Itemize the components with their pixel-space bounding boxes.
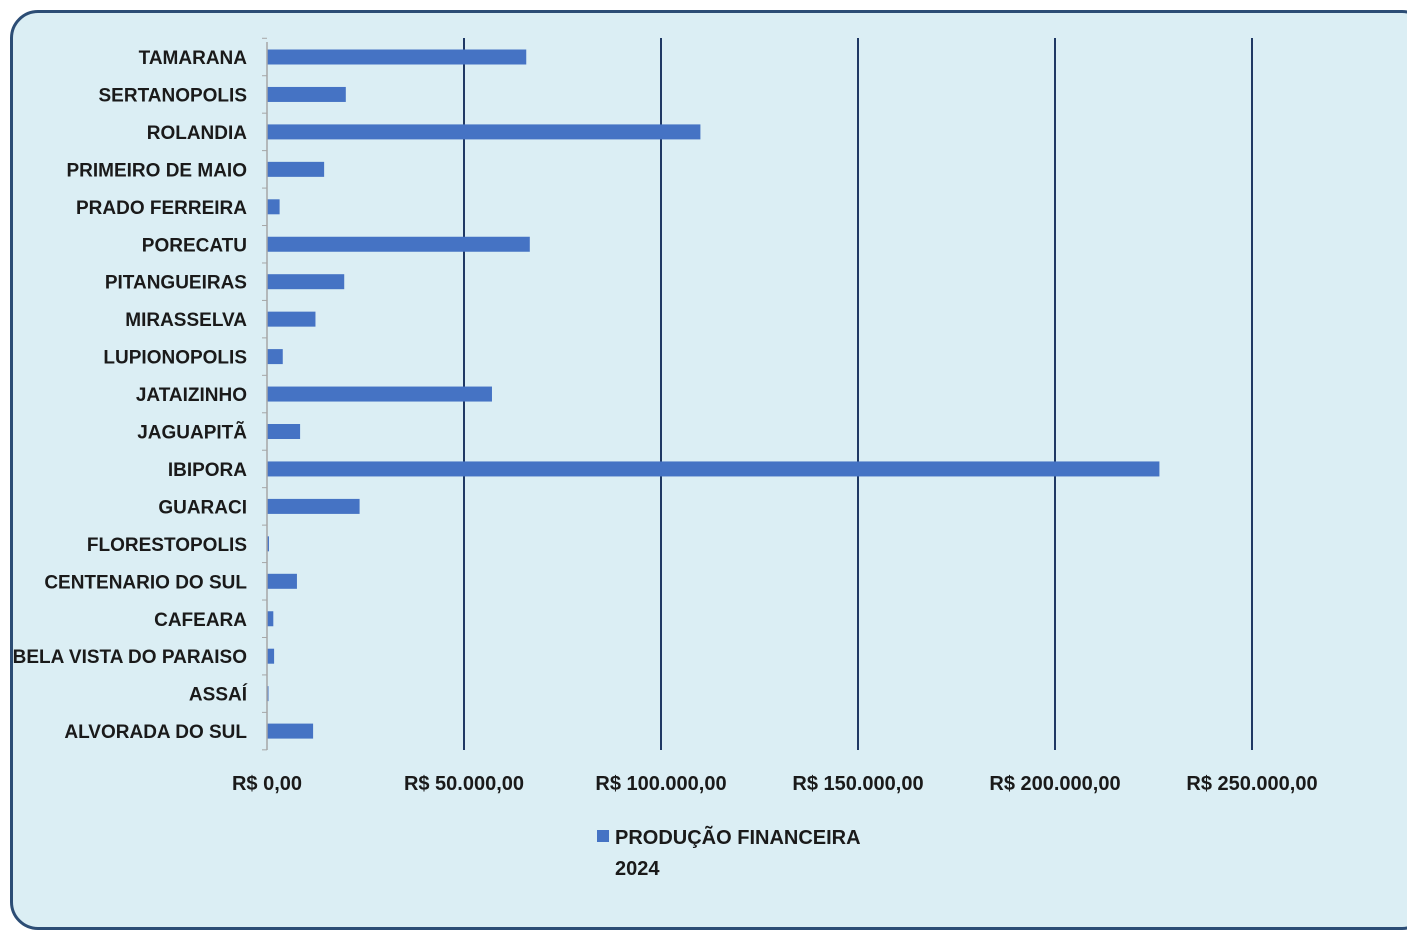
bar-7 bbox=[267, 311, 316, 327]
category-label-10: JAGUAPITÃ bbox=[137, 422, 247, 444]
bar-3 bbox=[267, 161, 325, 177]
bar-10 bbox=[267, 424, 301, 439]
x-tick-label-5: R$ 250.000,00 bbox=[1186, 773, 1317, 795]
category-label-15: CAFEARA bbox=[154, 610, 247, 631]
bar-18 bbox=[267, 723, 314, 739]
category-label-8: LUPIONOPOLIS bbox=[103, 348, 247, 369]
category-label-17: ASSAÍ bbox=[189, 684, 248, 706]
category-label-6: PITANGUEIRAS bbox=[105, 273, 247, 294]
legend: PRODUÇÃO FINANCEIRA 2024 bbox=[597, 826, 861, 880]
category-label-14: CENTENARIO DO SUL bbox=[44, 572, 247, 593]
gridlines bbox=[463, 38, 1253, 750]
bar-1 bbox=[267, 86, 346, 102]
axes bbox=[262, 37, 268, 751]
x-tick-label-2: R$ 100.000,00 bbox=[595, 773, 726, 795]
bar-9 bbox=[267, 386, 492, 402]
x-tick-labels: R$ 0,00 R$ 50.000,00 R$ 100.000,00 R$ 150.0… bbox=[232, 773, 1318, 795]
category-label-7: MIRASSELVA bbox=[125, 310, 247, 331]
category-label-12: GUARACI bbox=[158, 497, 247, 518]
category-label-5: PORECATU bbox=[142, 235, 247, 256]
bars bbox=[267, 49, 1160, 739]
category-labels: TAMARANA SERTANOPOLIS ROLANDIA PRIMEIRO DE … bbox=[13, 48, 248, 743]
bar-4 bbox=[267, 199, 280, 215]
bar-15 bbox=[267, 611, 274, 627]
category-label-0: TAMARANA bbox=[139, 48, 248, 69]
bar-8 bbox=[267, 349, 283, 365]
bar-14 bbox=[267, 573, 297, 589]
legend-swatch bbox=[597, 830, 609, 842]
category-label-3: PRIMEIRO DE MAIO bbox=[66, 160, 247, 181]
bar-16 bbox=[267, 648, 275, 664]
bar-11 bbox=[267, 461, 1160, 477]
bar-5 bbox=[267, 236, 530, 252]
bar-12 bbox=[267, 498, 360, 514]
x-tick-label-4: R$ 200.000,00 bbox=[989, 773, 1120, 795]
category-label-4: PRADO FERREIRA bbox=[76, 198, 247, 219]
bar-13 bbox=[267, 536, 269, 552]
x-tick-label-0: R$ 0,00 bbox=[232, 773, 302, 795]
bar-2 bbox=[267, 124, 701, 140]
category-label-13: FLORESTOPOLIS bbox=[87, 535, 247, 556]
x-tick-label-1: R$ 50.000,00 bbox=[404, 773, 524, 795]
x-tick-label-3: R$ 150.000,00 bbox=[792, 773, 923, 795]
category-label-11: IBIPORA bbox=[168, 460, 247, 481]
category-label-18: ALVORADA DO SUL bbox=[64, 722, 247, 743]
category-label-1: SERTANOPOLIS bbox=[99, 85, 248, 106]
category-label-9: JATAIZINHO bbox=[136, 385, 247, 406]
category-label-16: BELA VISTA DO PARAISO bbox=[13, 647, 247, 668]
bar-chart: TAMARANA SERTANOPOLIS ROLANDIA PRIMEIRO DE … bbox=[13, 37, 1318, 880]
bar-6 bbox=[267, 274, 345, 290]
legend-label-line-1: PRODUÇÃO FINANCEIRA bbox=[615, 826, 861, 849]
bar-0 bbox=[267, 49, 527, 65]
legend-label-line-2: 2024 bbox=[615, 858, 660, 880]
category-label-2: ROLANDIA bbox=[147, 123, 248, 144]
